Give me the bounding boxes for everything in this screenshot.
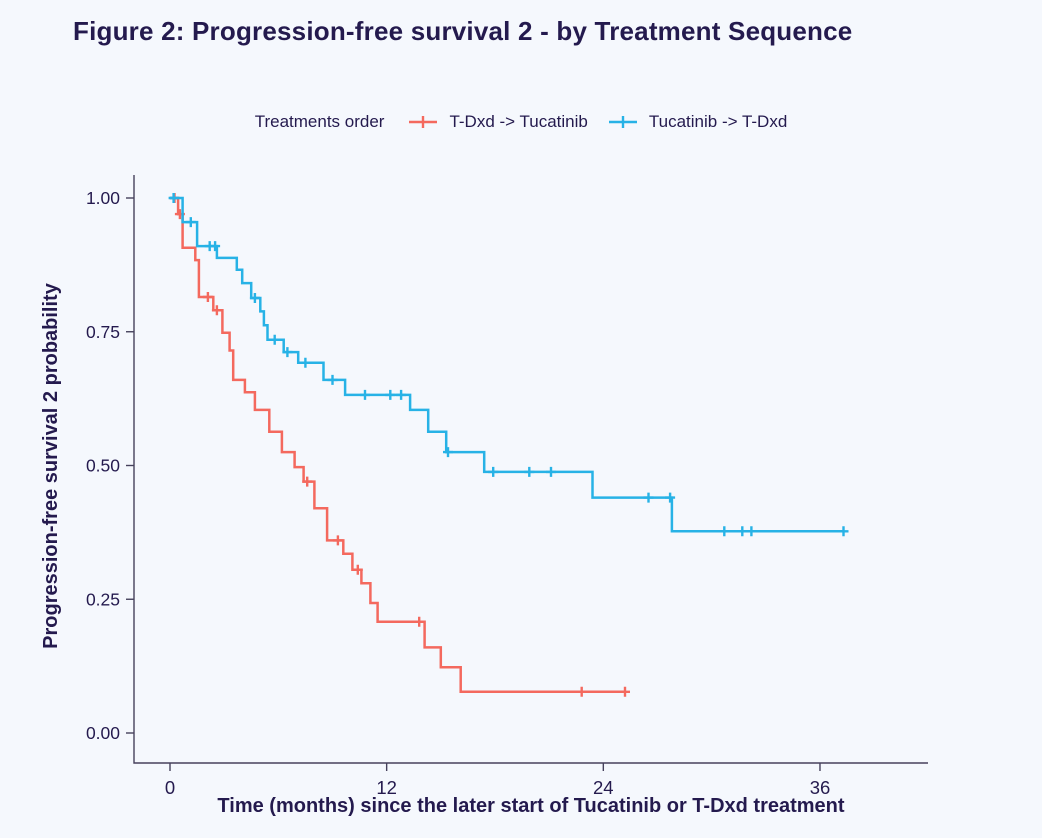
- censor-plus-mark: [746, 526, 757, 537]
- censor-plus-mark: [360, 389, 370, 400]
- legend-item-label: T-Dxd -> Tucatinib: [449, 112, 588, 131]
- km-curve: [170, 196, 844, 533]
- censor-plus-mark: [249, 293, 260, 303]
- censor-marks: [168, 193, 849, 537]
- censor-plus-mark: [327, 374, 338, 385]
- y-axis-label: Progression-free survival 2 probability: [40, 282, 62, 649]
- censor-plus-mark: [269, 334, 280, 345]
- censor-plus-mark: [576, 686, 587, 697]
- censor-plus-mark: [211, 305, 222, 316]
- censor-plus-mark: [282, 347, 293, 358]
- censor-plus-mark: [332, 535, 343, 546]
- y-tick-label: 0.00: [86, 723, 120, 743]
- km-curve: [170, 196, 625, 694]
- legend-title: Treatments order: [254, 112, 385, 131]
- censor-plus-mark: [838, 526, 849, 537]
- censor-plus-mark: [737, 526, 748, 537]
- y-tick-label: 0.25: [86, 589, 120, 609]
- y-tick-label: 1.00: [86, 188, 120, 208]
- censor-plus-mark: [302, 476, 313, 487]
- y-axis-ticks: 0.00 0.25 0.50 0.75 1.00: [86, 188, 134, 743]
- censor-plus-mark: [202, 292, 213, 302]
- x-axis-ticks: 0 12 24 36: [165, 763, 830, 798]
- censor-plus-mark: [443, 447, 453, 458]
- legend-item-tdxd-tucatinib: T-Dxd -> Tucatinib: [406, 112, 588, 132]
- x-axis-label: Time (months) since the later start of T…: [217, 795, 844, 817]
- censor-plus-mark: [414, 616, 425, 627]
- axes: [133, 175, 928, 764]
- censor-plus-mark: [168, 193, 179, 203]
- x-tick-label: 12: [376, 777, 397, 798]
- censor-plus-mark: [643, 492, 654, 503]
- legend-item-tucatinib-tdxd: Tucatinib -> T-Dxd: [606, 112, 787, 132]
- x-tick-label: 0: [165, 777, 175, 798]
- censor-plus-mark: [546, 466, 556, 477]
- censor-plus-mark: [352, 564, 363, 575]
- x-tick-label: 24: [593, 777, 614, 798]
- censor-plus-mark: [385, 389, 396, 400]
- censor-plus-mark: [488, 466, 499, 477]
- censor-plus-mark: [524, 466, 535, 477]
- x-tick-label: 36: [810, 777, 831, 798]
- censor-plus-icon: [608, 116, 637, 128]
- legend: Treatments order T-Dxd -> Tucatinib Tuca…: [0, 112, 1042, 132]
- censor-plus-icon: [409, 116, 438, 128]
- censor-plus-mark: [620, 686, 630, 697]
- censor-plus-mark: [719, 526, 730, 537]
- legend-item-label: Tucatinib -> T-Dxd: [648, 112, 788, 131]
- censor-plus-mark: [665, 492, 676, 503]
- censor-plus-mark: [300, 357, 311, 368]
- y-tick-label: 0.50: [86, 456, 120, 476]
- figure-title: Figure 2: Progression-free survival 2 - …: [73, 16, 853, 46]
- censor-plus-mark: [185, 217, 196, 228]
- km-series-tucatinib-t-dxd: [168, 193, 849, 537]
- censor-plus-mark: [396, 389, 407, 400]
- y-tick-label: 0.75: [86, 322, 120, 342]
- censor-plus-mark: [210, 241, 221, 252]
